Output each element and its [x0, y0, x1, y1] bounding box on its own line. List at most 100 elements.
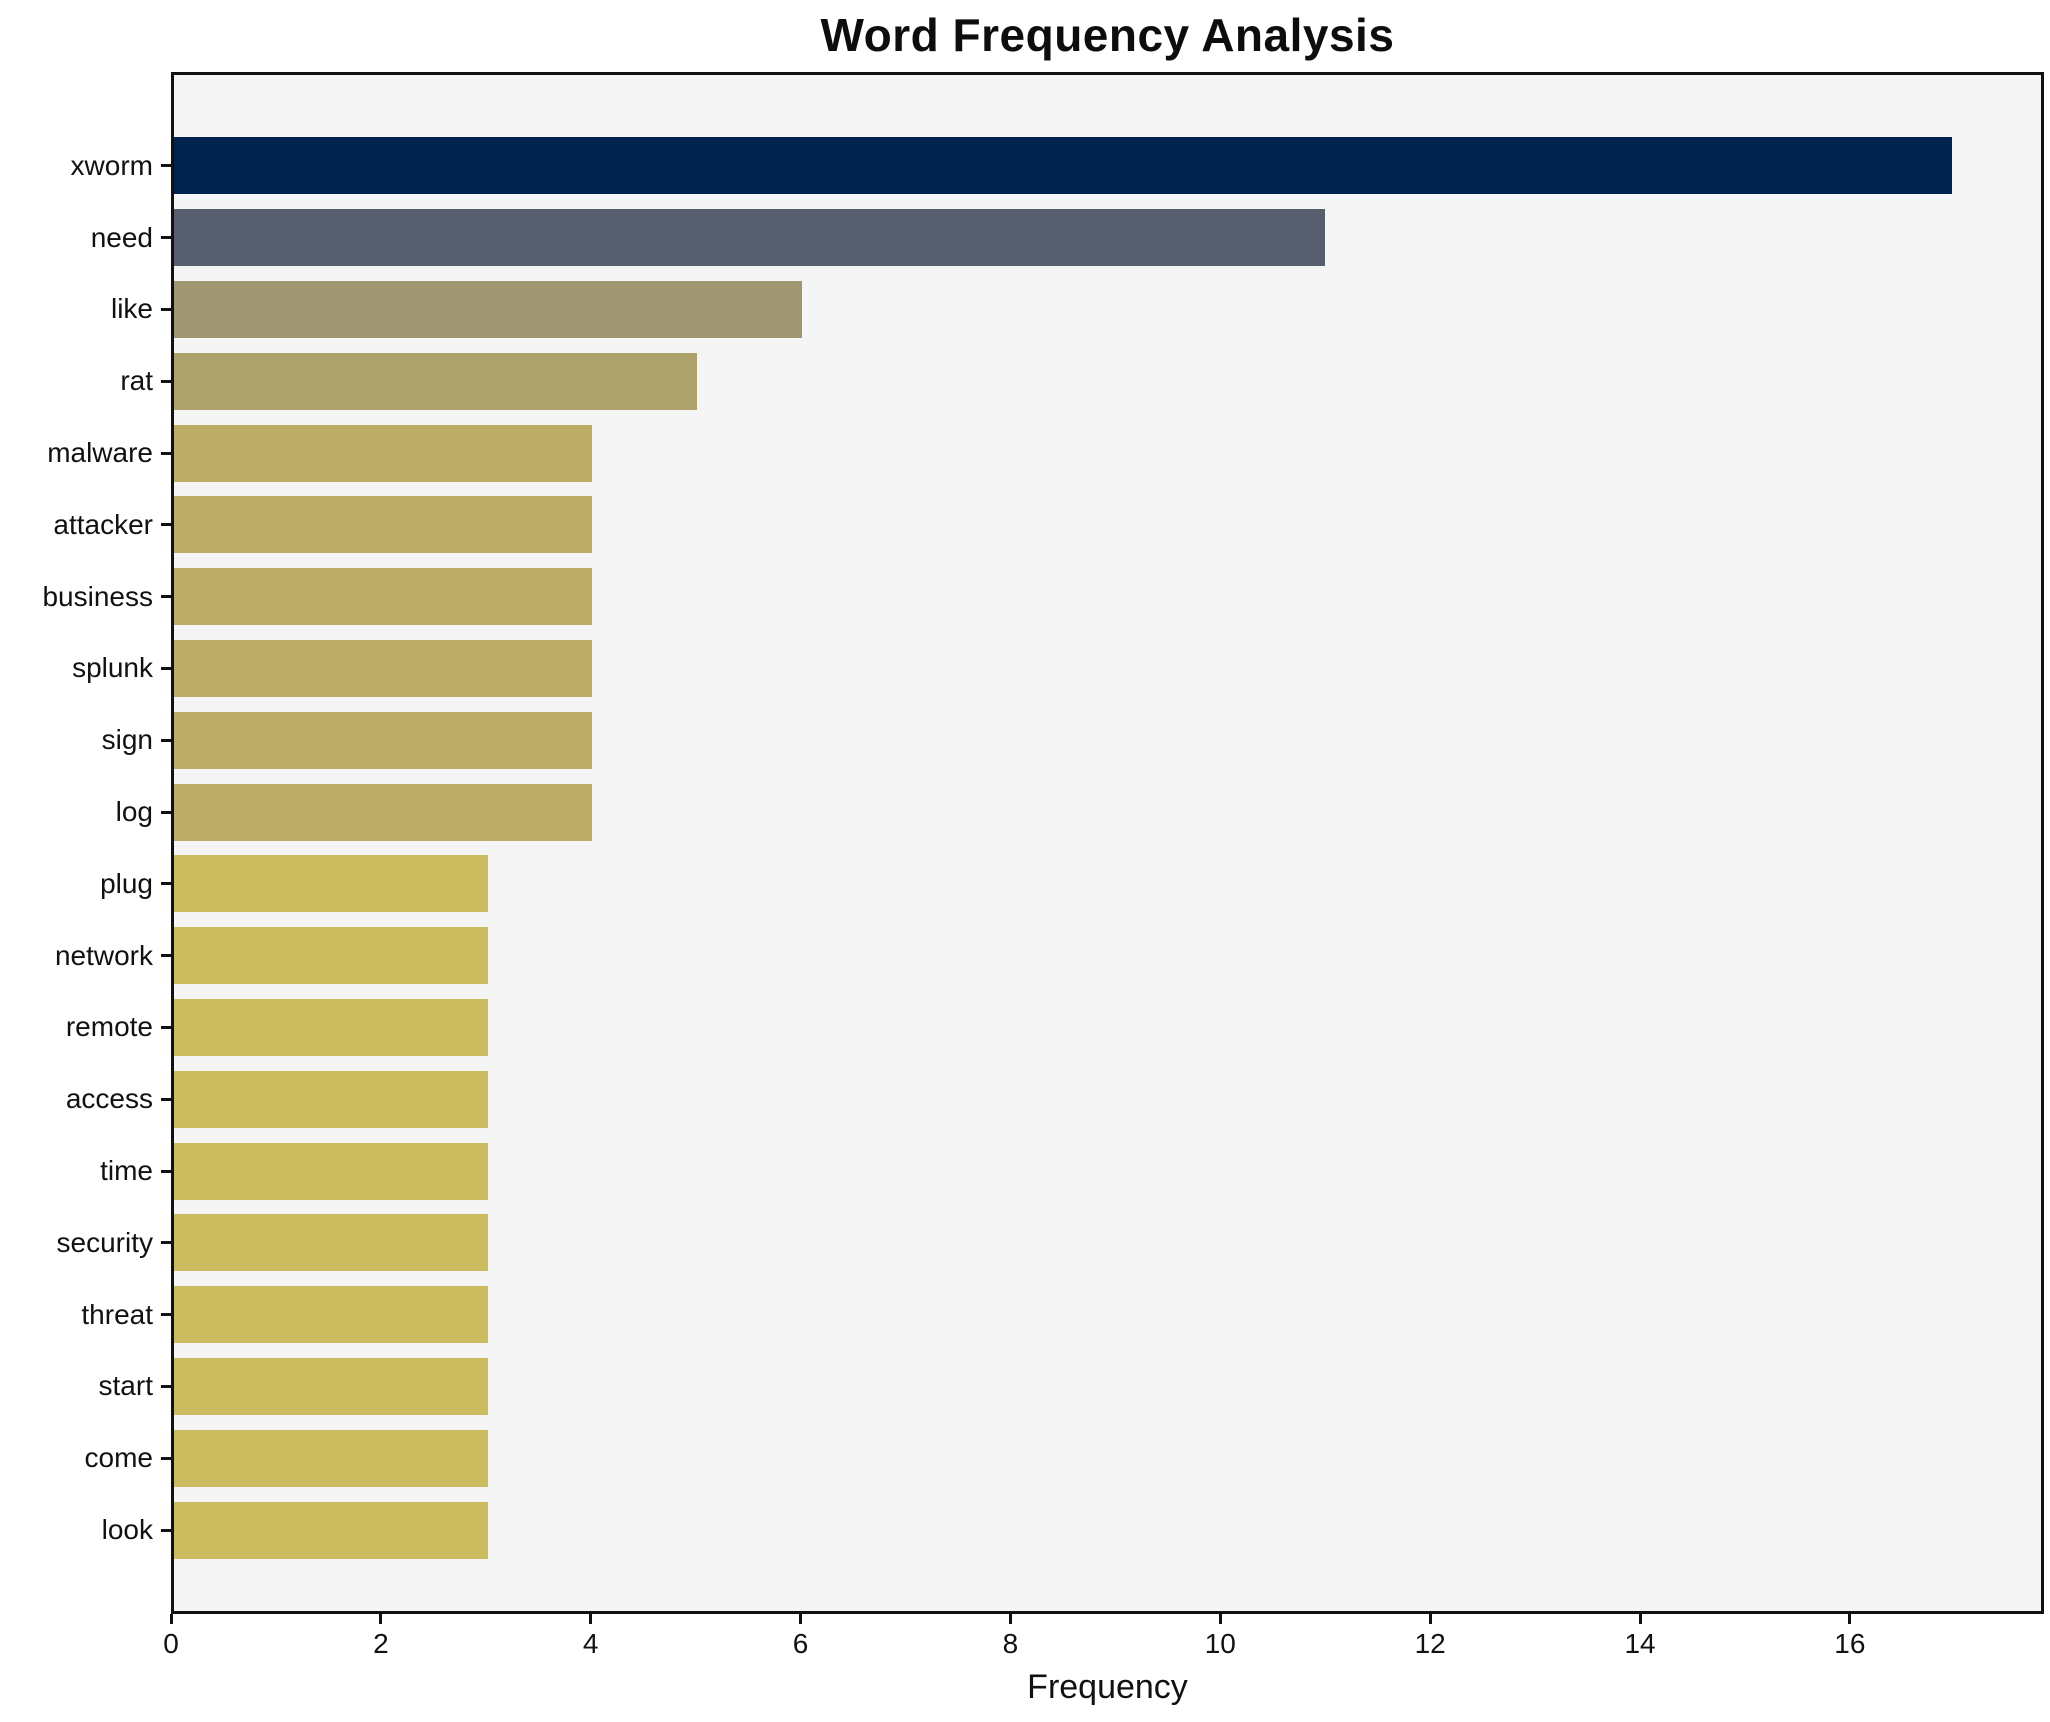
bar-malware	[174, 424, 593, 482]
bar-row-xworm	[174, 130, 2041, 202]
y-row-remote: remote	[0, 992, 171, 1064]
bar-row-security	[174, 1207, 2041, 1279]
x-axis: 0 2 4 6 8 10 12 14 16	[163, 1614, 2044, 1674]
bar-row-come	[174, 1422, 2041, 1494]
bar-row-attacker	[174, 489, 2041, 561]
y-tick-mark	[161, 451, 171, 455]
y-row-time: time	[0, 1135, 171, 1207]
bar-row-remote	[174, 992, 2041, 1064]
x-tick-label-8: 8	[1002, 1628, 1019, 1659]
x-tick-mark	[1638, 1614, 1642, 1624]
y-tick-label-remote: remote	[65, 1011, 153, 1043]
y-tick-mark	[161, 1241, 171, 1245]
y-tick-label-rat: rat	[120, 365, 153, 397]
y-row-malware: malware	[0, 417, 171, 489]
x-tick-mark	[1008, 1614, 1012, 1624]
chart-title: Word Frequency Analysis	[820, 9, 1395, 61]
y-row-log: log	[0, 776, 171, 848]
y-tick-label-like: like	[110, 293, 153, 325]
bar-need	[174, 209, 1325, 267]
bar-sign	[174, 711, 593, 769]
y-tick-mark	[161, 1097, 171, 1101]
y-row-come: come	[0, 1422, 171, 1494]
y-tick-mark	[161, 1025, 171, 1029]
y-tick-label-business: business	[42, 580, 153, 612]
y-tick-label-threat: threat	[81, 1298, 153, 1330]
bar-row-need	[174, 202, 2041, 274]
y-axis-labels: xworm need like rat malware attacker business s…	[0, 130, 171, 1566]
x-tick-label-10: 10	[1204, 1628, 1236, 1659]
x-tick-mark	[1428, 1614, 1432, 1624]
y-tick-label-log: log	[115, 796, 153, 828]
x-tick-mark	[1218, 1614, 1222, 1624]
y-row-access: access	[0, 1063, 171, 1135]
y-tick-label-splunk: splunk	[72, 652, 153, 684]
bar-plug	[174, 855, 488, 913]
bar-time	[174, 1142, 488, 1200]
y-row-threat: threat	[0, 1279, 171, 1351]
y-tick-mark	[161, 236, 171, 240]
x-tick-label-2: 2	[373, 1628, 389, 1659]
bar-look	[174, 1501, 488, 1559]
y-tick-label-need: need	[90, 221, 153, 253]
y-row-like: like	[0, 274, 171, 346]
y-row-network: network	[0, 920, 171, 992]
x-tick-label-12: 12	[1414, 1628, 1446, 1659]
bar-series	[174, 130, 2041, 1566]
x-axis-title: Frequency	[1027, 1668, 1188, 1706]
bar-row-sign	[174, 704, 2041, 776]
bar-row-plug	[174, 848, 2041, 920]
bar-xworm	[174, 137, 1953, 195]
y-row-attacker: attacker	[0, 489, 171, 561]
bar-row-log	[174, 776, 2041, 848]
y-row-start: start	[0, 1351, 171, 1423]
y-tick-mark	[161, 954, 171, 958]
y-tick-mark	[161, 164, 171, 168]
y-tick-label-time: time	[100, 1155, 153, 1187]
x-tick-mark	[799, 1614, 803, 1624]
y-tick-label-attacker: attacker	[53, 508, 153, 540]
y-tick-label-plug: plug	[100, 867, 153, 899]
bar-row-look	[174, 1494, 2041, 1566]
y-row-splunk: splunk	[0, 633, 171, 705]
y-tick-mark	[161, 1169, 171, 1173]
y-tick-label-start: start	[98, 1370, 153, 1402]
bar-row-threat	[174, 1279, 2041, 1351]
bar-row-malware	[174, 417, 2041, 489]
x-tick-label-16: 16	[1834, 1628, 1866, 1659]
bar-log	[174, 783, 593, 841]
plot-area	[171, 72, 2044, 1614]
x-tick-mark	[169, 1614, 173, 1624]
y-tick-label-come: come	[84, 1442, 153, 1474]
x-tick-mark	[1848, 1614, 1852, 1624]
y-tick-mark	[161, 810, 171, 814]
bar-row-like	[174, 274, 2041, 346]
bar-network	[174, 927, 488, 985]
y-tick-label-access: access	[65, 1083, 153, 1115]
y-row-business: business	[0, 561, 171, 633]
bar-row-start	[174, 1351, 2041, 1423]
bar-rat	[174, 352, 697, 410]
x-tick-label-4: 4	[582, 1628, 599, 1659]
y-axis: xworm need like rat malware attacker business s…	[0, 75, 171, 1611]
y-tick-mark	[161, 1313, 171, 1317]
y-tick-label-network: network	[54, 939, 153, 971]
y-row-rat: rat	[0, 345, 171, 417]
y-tick-mark	[161, 379, 171, 383]
x-tick-label-0: 0	[163, 1628, 179, 1659]
y-tick-label-look: look	[101, 1514, 153, 1546]
bar-business	[174, 568, 593, 626]
bar-row-access	[174, 1063, 2041, 1135]
y-tick-label-malware: malware	[47, 437, 153, 469]
bar-row-time	[174, 1135, 2041, 1207]
y-row-look: look	[0, 1494, 171, 1566]
bar-security	[174, 1214, 488, 1272]
bar-row-network	[174, 920, 2041, 992]
bar-remote	[174, 998, 488, 1056]
y-row-need: need	[0, 202, 171, 274]
y-tick-mark	[161, 1528, 171, 1532]
y-row-xworm: xworm	[0, 130, 171, 202]
y-row-plug: plug	[0, 848, 171, 920]
y-tick-label-security: security	[56, 1226, 153, 1258]
